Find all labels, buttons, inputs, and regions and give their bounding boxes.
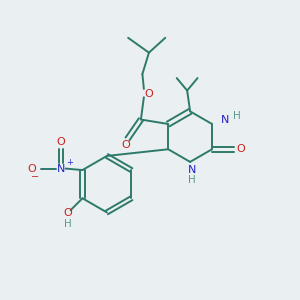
- Text: +: +: [66, 158, 73, 166]
- Text: N: N: [221, 115, 229, 124]
- Text: O: O: [63, 208, 72, 218]
- Text: H: H: [233, 111, 241, 121]
- Text: O: O: [28, 164, 37, 174]
- Text: −: −: [31, 172, 39, 182]
- Text: O: O: [57, 137, 65, 147]
- Text: H: H: [64, 220, 71, 230]
- Text: H: H: [188, 175, 196, 185]
- Text: O: O: [145, 89, 154, 99]
- Text: O: O: [236, 144, 245, 154]
- Text: N: N: [57, 164, 65, 174]
- Text: O: O: [122, 140, 130, 150]
- Text: N: N: [188, 165, 196, 175]
